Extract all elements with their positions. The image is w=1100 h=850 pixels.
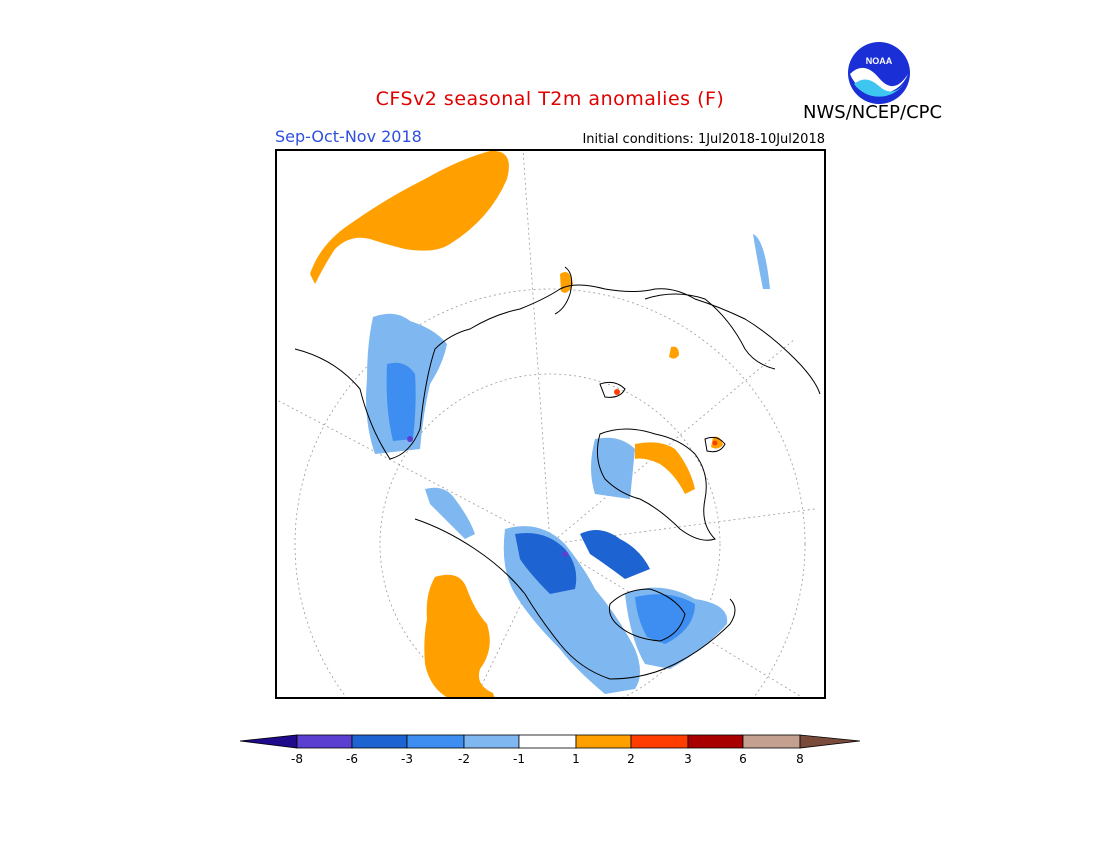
colorbar-tick-label: 8 [796,752,804,766]
colorbar-tick-label: 2 [627,752,635,766]
warm-region-southwest [424,574,495,699]
colorbar-tick-label: 1 [572,752,580,766]
cool-region-alaska-tip [753,234,770,289]
coastlines [294,266,821,680]
noaa-logo-text: NOAA [866,56,893,66]
coastline-iceland [704,436,726,453]
colorbar-swatch [406,734,465,749]
cool-anomaly-regions [366,234,770,694]
coastline-hudson-bay [609,588,686,642]
coastline-eurasia [294,284,821,460]
colorbar-swatch [518,734,577,749]
colorbar-tick-label: 6 [739,752,747,766]
cool-anomaly-strong [407,436,568,557]
colorbar-tick-label: -2 [458,752,470,766]
colorbar-swatch [630,734,689,749]
colorbar-swatch [351,734,408,749]
colorbar-swatch [296,734,353,749]
colorbar-swatch [742,734,801,749]
organization-label: NWS/NCEP/CPC [803,102,943,123]
warm-region-greenland-east [635,442,695,494]
colorbar-swatch [463,734,520,749]
coastline-alaska [644,293,776,370]
warm-region-north [310,150,509,284]
colorbar-tick-label: -1 [513,752,525,766]
chart-title: CFSv2 seasonal T2m anomalies (F) [375,88,725,110]
colorbar-tick-label: -3 [401,752,413,766]
cool-region-greenland [591,437,635,499]
colorbar-arrow-right [799,734,860,749]
map-border [275,149,826,699]
colorbar-swatch [687,734,744,749]
colorbar-swatch [575,734,632,749]
colorbar-tick-label: 3 [684,752,692,766]
coastline-svalbard [599,381,626,398]
cool-region-europe-core [386,362,416,441]
cool-region-scandinavia [425,487,475,539]
coastline-north-america [414,518,736,680]
season-label: Sep-Oct-Nov 2018 [275,127,422,146]
cool-region-arctic-archipelago [580,530,650,579]
colorbar-arrow-left [240,734,298,749]
anomaly-map [275,149,826,699]
cool-region-canada-core [515,533,577,594]
warm-region-siberia-dot [669,346,679,359]
warm-anomaly-strong [614,389,718,446]
noaa-logo: NOAA [848,42,910,104]
coastline-novaya-zemlya [554,266,573,315]
colorbar-swatches [240,734,860,749]
coastline-greenland [596,428,716,541]
colorbar-tick-label: -6 [346,752,358,766]
colorbar: -8 -6 -3 -2 -1 1 2 3 6 8 [240,734,860,766]
initial-conditions-label: Initial conditions: 1Jul2018-10Jul2018 [582,132,825,147]
colorbar-tick-label: -8 [291,752,303,766]
map-graticule [275,149,816,699]
colorbar-labels: -8 -6 -3 -2 -1 1 2 3 6 8 [291,752,804,766]
